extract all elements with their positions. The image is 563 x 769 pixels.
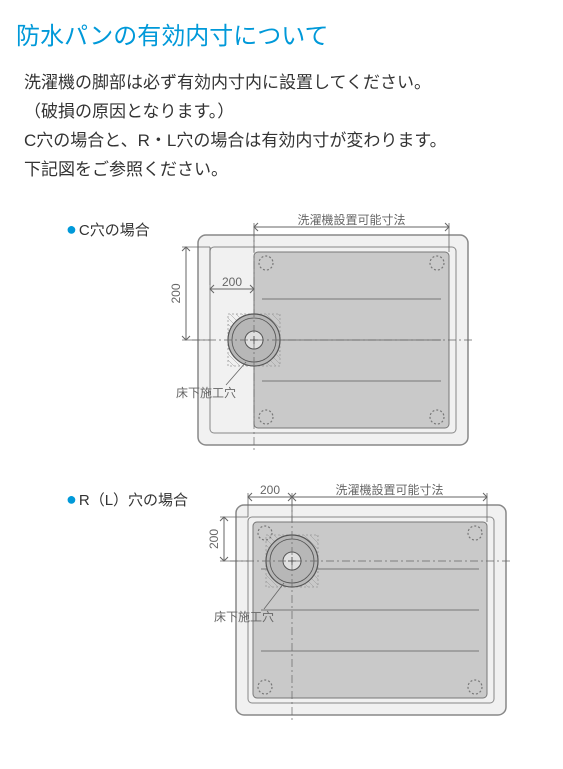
diagram-r-svg: 洗濯機設置可能寸法 200 200 床下施工穴: [196, 483, 516, 723]
section-r-label-text: R（L）穴の場合: [79, 489, 188, 510]
section-r: ● R（L）穴の場合 洗濯機設置可能寸法 200 200 床下施工穴: [16, 483, 547, 723]
bullet-icon: ●: [66, 219, 77, 240]
svg-text:床下施工穴: 床下施工穴: [176, 385, 236, 400]
intro-line-4: 下記図をご参照ください。: [24, 156, 547, 185]
svg-text:200: 200: [169, 283, 183, 303]
svg-text:200: 200: [207, 528, 221, 548]
diagram-c: 洗濯機設置可能寸法 200 200 床下施工穴: [158, 213, 478, 453]
section-r-label: ● R（L）穴の場合: [66, 489, 188, 510]
section-c: ● C穴の場合 洗濯機設置可能寸法 200 200 床下施工穴: [16, 213, 547, 453]
bullet-icon: ●: [66, 489, 77, 510]
section-c-label-text: C穴の場合: [79, 219, 150, 240]
diagram-c-svg: 洗濯機設置可能寸法 200 200 床下施工穴: [158, 213, 478, 453]
intro-line-3: C穴の場合と、R・L穴の場合は有効内寸が変わります。: [24, 127, 547, 156]
intro-line-1: 洗濯機の脚部は必ず有効内寸内に設置してください。: [24, 69, 547, 98]
svg-text:洗濯機設置可能寸法: 洗濯機設置可能寸法: [297, 213, 405, 227]
page-title: 防水パンの有効内寸について: [16, 16, 547, 51]
intro-line-2: （破損の原因となります。）: [24, 98, 547, 127]
svg-text:洗濯機設置可能寸法: 洗濯機設置可能寸法: [336, 483, 444, 497]
svg-text:床下施工穴: 床下施工穴: [214, 609, 274, 624]
section-c-label: ● C穴の場合: [66, 219, 150, 240]
intro-block: 洗濯機の脚部は必ず有効内寸内に設置してください。 （破損の原因となります。） C…: [24, 69, 547, 185]
diagram-r: 洗濯機設置可能寸法 200 200 床下施工穴: [196, 483, 516, 723]
svg-text:200: 200: [260, 483, 280, 497]
svg-text:200: 200: [222, 275, 242, 289]
